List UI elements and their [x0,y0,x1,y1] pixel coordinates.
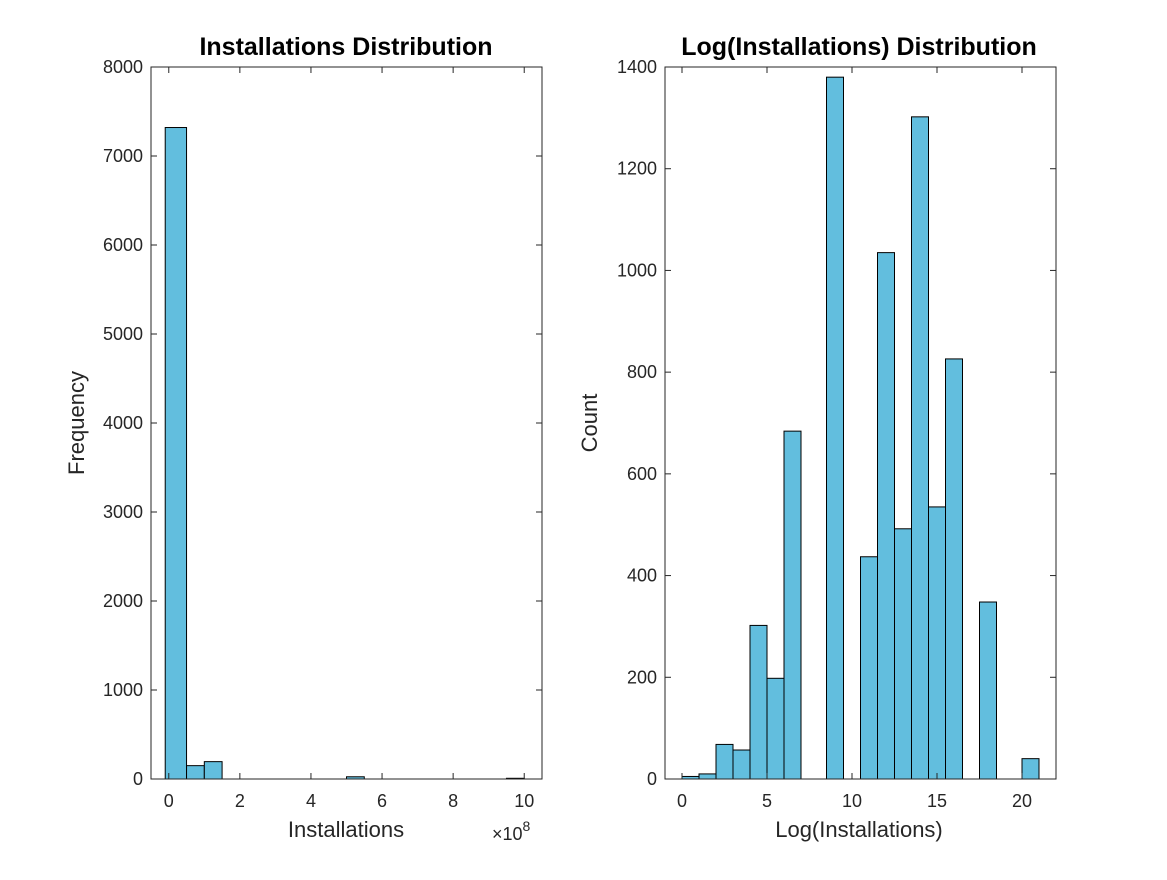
histogram-bar [860,556,878,780]
y-tick-label: 8000 [103,57,143,77]
x-tick-label: 20 [1012,791,1032,811]
x-tick-label: 10 [842,791,862,811]
y-tick-label: 7000 [103,146,143,166]
plot-frame [150,66,543,780]
y-tick-label: 1000 [617,260,657,280]
y-axis-label: Frequency [64,371,89,475]
y-tick-label: 3000 [103,502,143,522]
y-tick-label: 6000 [103,235,143,255]
x-tick-label: 6 [377,791,387,811]
y-axis-label: Count [577,394,602,453]
histogram-bar [715,743,734,780]
histogram-bar [945,358,963,780]
y-tick-label: 0 [647,769,657,789]
exponent-base: ×10 [492,824,523,844]
y-tick-label: 4000 [103,413,143,433]
y-tick-label: 2000 [103,591,143,611]
y-tick-label: 800 [627,362,657,382]
histogram-bar [203,761,223,780]
histogram-bar [164,127,188,780]
histogram-bar [928,506,946,780]
bars [681,76,1040,780]
x-tick-label: 2 [235,791,245,811]
plot-frame [664,66,1057,780]
histogram-bar [783,430,802,780]
x-tick-label: 8 [448,791,458,811]
exponent-power: 8 [523,818,531,834]
bars [164,127,525,780]
svg-text:×108: ×108 [492,818,531,844]
y-tick-label: 1200 [617,159,657,179]
histogram-bar [911,116,929,780]
histogram-bar [877,252,895,780]
chart-title: Log(Installations) Distribution [681,33,1037,61]
histogram-bar [979,601,997,780]
y-tick-label: 200 [627,667,657,687]
x-tick-label: 0 [164,791,174,811]
x-exponent-label: ×108 [492,818,531,844]
chart-title: Installations Distribution [199,33,492,61]
histogram-bar [766,677,785,780]
histogram-bar [826,76,844,780]
y-tick-label: 0 [133,769,143,789]
histogram-log-installations: Log(Installations) Distribution Count Lo… [577,33,1057,842]
ticks: 0 2 4 6 8 10 0 1000 2000 3000 4000 5000 6000 7000 8000 [103,57,542,811]
histogram-bar [732,749,751,780]
x-axis-label: Installations [288,817,404,842]
histogram-installations: Installations Distribution Frequency Ins… [64,33,543,844]
x-tick-label: 0 [677,791,687,811]
x-tick-label: 5 [762,791,772,811]
histogram-bar [186,765,205,780]
x-tick-label: 10 [514,791,534,811]
x-axis-label: Log(Installations) [775,817,943,842]
x-tick-label: 15 [927,791,947,811]
y-tick-label: 1400 [617,57,657,77]
histogram-bar [1021,758,1040,780]
y-tick-label: 5000 [103,324,143,344]
y-tick-label: 1000 [103,680,143,700]
histogram-bar [698,773,717,780]
y-tick-label: 600 [627,464,657,484]
x-tick-label: 4 [306,791,316,811]
histogram-bar [894,528,912,780]
y-tick-label: 400 [627,566,657,586]
histogram-bar [749,624,768,780]
